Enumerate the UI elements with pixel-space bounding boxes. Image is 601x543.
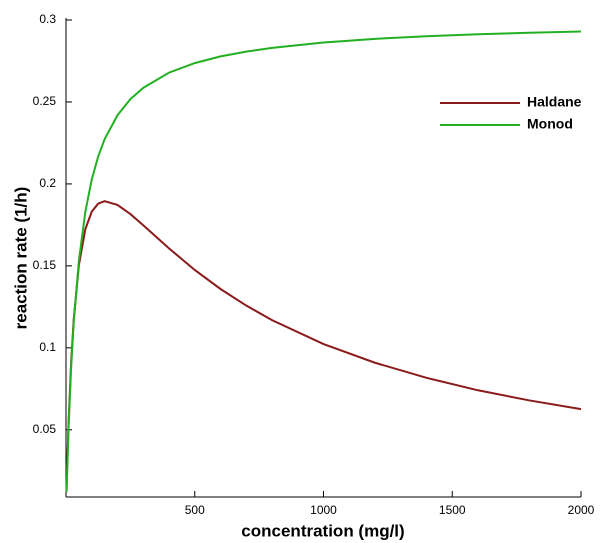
x-tick-label: 1000 — [310, 503, 337, 517]
x-tick-label: 500 — [185, 503, 205, 517]
y-tick-label: 0.2 — [39, 176, 56, 190]
series-line — [65, 30, 582, 493]
x-axis-title: concentration (mg/l) — [241, 521, 404, 540]
legend-label: Monod — [527, 116, 573, 132]
y-tick-label: 0.3 — [39, 12, 56, 26]
legend-label: Haldane — [527, 94, 582, 110]
x-tick-label: 1500 — [439, 503, 466, 517]
series-line — [65, 200, 582, 491]
x-tick-label: 2000 — [568, 503, 595, 517]
y-tick-label: 0.25 — [33, 94, 57, 108]
y-axis-title: reaction rate (1/h) — [11, 187, 30, 330]
y-tick-label: 0.1 — [39, 340, 56, 354]
y-tick-label: 0.05 — [33, 422, 57, 436]
y-tick-label: 0.15 — [33, 258, 57, 272]
